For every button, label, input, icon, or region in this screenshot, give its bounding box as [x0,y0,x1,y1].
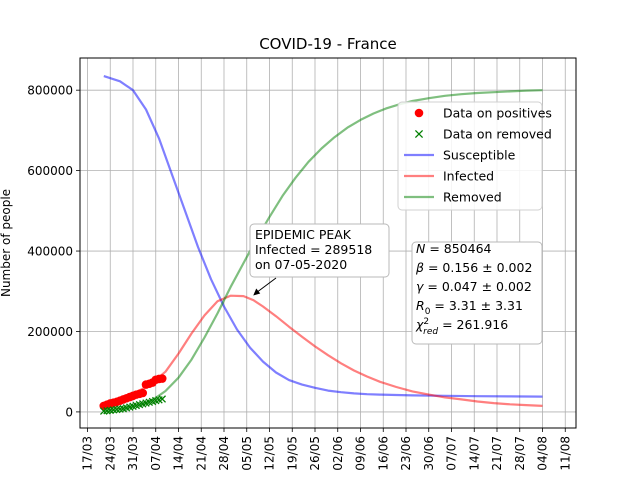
parameter-line: N = 850464 [416,241,492,256]
y-axis-ticks: 0 200000 400000 600000 800000 [27,84,80,419]
legend-label: Susceptible [443,148,516,163]
parameter-line: R0 = 3.31 ± 3.31 [416,298,523,317]
legend-label: Removed [443,190,502,205]
parameter-line: β = 0.156 ± 0.002 [415,260,532,275]
x-tick-label: 28/07 [513,436,527,471]
x-tick-label: 31/03 [126,436,140,471]
x-tick-label: 19/05 [285,436,299,471]
x-tick-label: 23/06 [399,436,413,471]
parameter-line: χ2 red = 261.916 [415,317,508,337]
annotation-line: on 07-05-2020 [255,257,347,272]
legend-marker-x [414,129,424,139]
legend: Data on positives Data on removed Suscepti… [397,101,552,211]
annotation-arrow [254,277,277,294]
y-tick-label: 600000 [27,164,73,178]
x-tick-label: 28/04 [217,436,231,471]
legend-marker-dot [414,108,424,118]
annotation-box [249,223,390,278]
x-tick-label: 07/04 [149,436,163,471]
x-tick-label: 24/03 [103,436,117,471]
susceptible-curve [103,75,543,398]
x-tick-label: 21/04 [194,436,208,471]
data-on-positives-point [157,374,167,383]
axes-frame [79,57,577,429]
x-tick-label: 07/07 [445,436,459,471]
x-axis-ticks: 17/03 24/03 31/03 07/04 14/04 21/04 28/04 05/05… [81,428,572,471]
x-tick-label: 16/06 [376,436,390,471]
y-axis-label: Number of people [0,189,13,297]
legend-label: Data on positives [443,106,552,121]
data-on-positives-point [138,388,148,398]
x-tick-label: 04/08 [536,436,550,471]
y-tick-label: 400000 [27,245,73,259]
x-tick-label: 14/04 [172,436,186,471]
parameters-box: N = 850464 β = 0.156 ± 0.002 γ = 0.047 ± 0… [411,241,543,345]
series-layer [99,75,543,415]
x-tick-label: 30/06 [422,436,436,471]
x-tick-label: 05/05 [240,436,254,471]
y-tick-label: 800000 [27,84,73,98]
legend-frame [397,101,543,211]
x-tick-label: 14/07 [467,436,481,471]
x-tick-label: 11/08 [558,436,572,471]
x-tick-label: 09/06 [354,436,368,471]
x-tick-label: 02/06 [331,436,345,471]
infected-curve [103,294,543,408]
y-tick-label: 200000 [27,325,73,339]
x-tick-label: 12/05 [263,436,277,471]
data-on-removed-point [158,395,167,403]
legend-label: Infected [443,169,494,184]
annotation-line: Infected = 289518 [255,242,372,257]
y-tick-label: 0 [65,405,73,419]
x-tick-label: 17/03 [81,436,95,471]
annotation-line: EPIDEMIC PEAK [255,227,352,242]
x-tick-label: 26/05 [308,436,322,471]
parameter-line: γ = 0.047 ± 0.002 [416,279,532,294]
x-tick-label: 21/07 [490,436,504,471]
removed-curve [103,89,543,412]
legend-label: Data on removed [443,127,552,142]
parameters-frame [411,241,543,345]
chart-title: COVID-19 - France [259,35,397,53]
annotation-arrowhead [253,288,261,296]
